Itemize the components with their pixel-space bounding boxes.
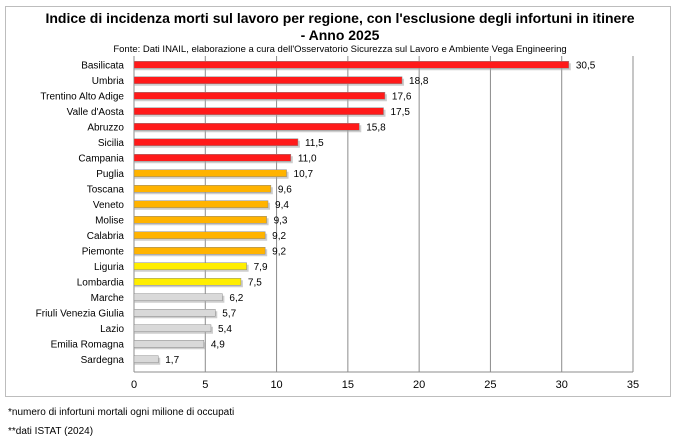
x-tick-label-0: 0 bbox=[131, 379, 137, 391]
x-tick-label-10: 10 bbox=[270, 379, 282, 391]
chart-subtitle: Fonte: Dati INAIL, elaborazione a cura d… bbox=[113, 44, 567, 55]
chart-frame bbox=[5, 6, 671, 397]
category-label: Valle d'Aosta bbox=[67, 107, 125, 118]
category-label: Friuli Venezia Giulia bbox=[36, 308, 125, 319]
x-tick-label-5: 5 bbox=[202, 379, 208, 391]
value-label: 18,8 bbox=[409, 76, 429, 87]
value-label: 11,0 bbox=[298, 153, 317, 164]
bar-lazio bbox=[133, 324, 212, 332]
x-tick-label-20: 20 bbox=[413, 379, 425, 391]
x-tick-label-30: 30 bbox=[556, 379, 568, 391]
category-label: Abruzzo bbox=[87, 122, 124, 133]
bar-lombardia bbox=[133, 278, 242, 286]
category-label: Basilicata bbox=[81, 60, 124, 71]
bar-umbria bbox=[133, 76, 403, 84]
category-label: Molise bbox=[95, 215, 124, 226]
bar-abruzzo bbox=[133, 123, 360, 131]
x-tick-label-15: 15 bbox=[342, 379, 354, 391]
category-label: Calabria bbox=[87, 231, 125, 242]
bar-sardegna bbox=[133, 355, 159, 363]
value-label: 6,2 bbox=[229, 293, 243, 304]
chart-title-line2: - Anno 2025 bbox=[300, 27, 380, 43]
category-label: Sicilia bbox=[98, 138, 125, 149]
bar-emilia-romagna bbox=[133, 340, 205, 348]
bar-sicilia bbox=[133, 138, 299, 146]
value-label: 15,8 bbox=[366, 122, 386, 133]
bar-marche bbox=[133, 293, 223, 301]
category-label: Puglia bbox=[96, 169, 124, 180]
value-label: 9,3 bbox=[274, 215, 288, 226]
value-label: 9,2 bbox=[272, 231, 286, 242]
bar-campania bbox=[133, 154, 292, 162]
value-label: 7,5 bbox=[248, 277, 262, 288]
value-label: 9,2 bbox=[272, 246, 286, 257]
category-label: Liguria bbox=[94, 262, 124, 273]
value-label: 1,7 bbox=[165, 355, 179, 366]
value-label: 30,5 bbox=[576, 60, 596, 71]
bar-calabria bbox=[133, 231, 266, 239]
category-label: Lazio bbox=[100, 324, 124, 335]
category-label: Piemonte bbox=[82, 246, 125, 257]
footnote-occupati: *numero di infortuni mortali ogni milion… bbox=[8, 407, 235, 418]
category-label: Umbria bbox=[92, 76, 125, 87]
value-label: 17,6 bbox=[392, 91, 412, 102]
chart-title-line1: Indice di incidenza morti sul lavoro per… bbox=[45, 10, 635, 26]
bar-basilicata bbox=[133, 61, 570, 69]
bar-puglia bbox=[133, 169, 287, 177]
bar-chart: 0 5 10 15 20 25 30 35 Basilicata 30,5 Umbria 18,8 Tr… bbox=[36, 56, 639, 391]
value-label: 9,6 bbox=[278, 184, 292, 195]
value-label: 10,7 bbox=[294, 169, 314, 180]
bar-trentino-alto-adige bbox=[133, 92, 386, 100]
x-tick-label-35: 35 bbox=[627, 379, 639, 391]
bar-liguria bbox=[133, 262, 247, 270]
category-label: Veneto bbox=[93, 200, 125, 211]
category-label: Emilia Romagna bbox=[51, 339, 125, 350]
footnote-istat: **dati ISTAT (2024) bbox=[8, 426, 94, 437]
category-label: Lombardia bbox=[77, 277, 125, 288]
value-label: 7,9 bbox=[254, 262, 268, 273]
bar-friuli-venezia-giulia bbox=[133, 309, 216, 317]
bar-molise bbox=[133, 216, 267, 224]
value-label: 5,4 bbox=[218, 324, 232, 335]
category-label: Sardegna bbox=[81, 355, 125, 366]
value-label: 5,7 bbox=[222, 308, 236, 319]
bar-valle-d-aosta bbox=[133, 107, 384, 115]
value-label: 17,5 bbox=[391, 107, 411, 118]
value-label: 11,5 bbox=[305, 138, 324, 149]
x-tick-label-25: 25 bbox=[484, 379, 496, 391]
bar-piemonte bbox=[133, 247, 266, 255]
chart-title: Indice di incidenza morti sul lavoro per… bbox=[0, 10, 680, 44]
category-label: Toscana bbox=[87, 184, 125, 195]
category-label: Campania bbox=[78, 153, 124, 164]
value-label: 9,4 bbox=[275, 200, 289, 211]
category-label: Marche bbox=[91, 293, 125, 304]
bar-toscana bbox=[133, 185, 272, 193]
value-label: 4,9 bbox=[211, 339, 225, 350]
bar-veneto bbox=[133, 200, 269, 208]
category-label: Trentino Alto Adige bbox=[40, 91, 124, 102]
